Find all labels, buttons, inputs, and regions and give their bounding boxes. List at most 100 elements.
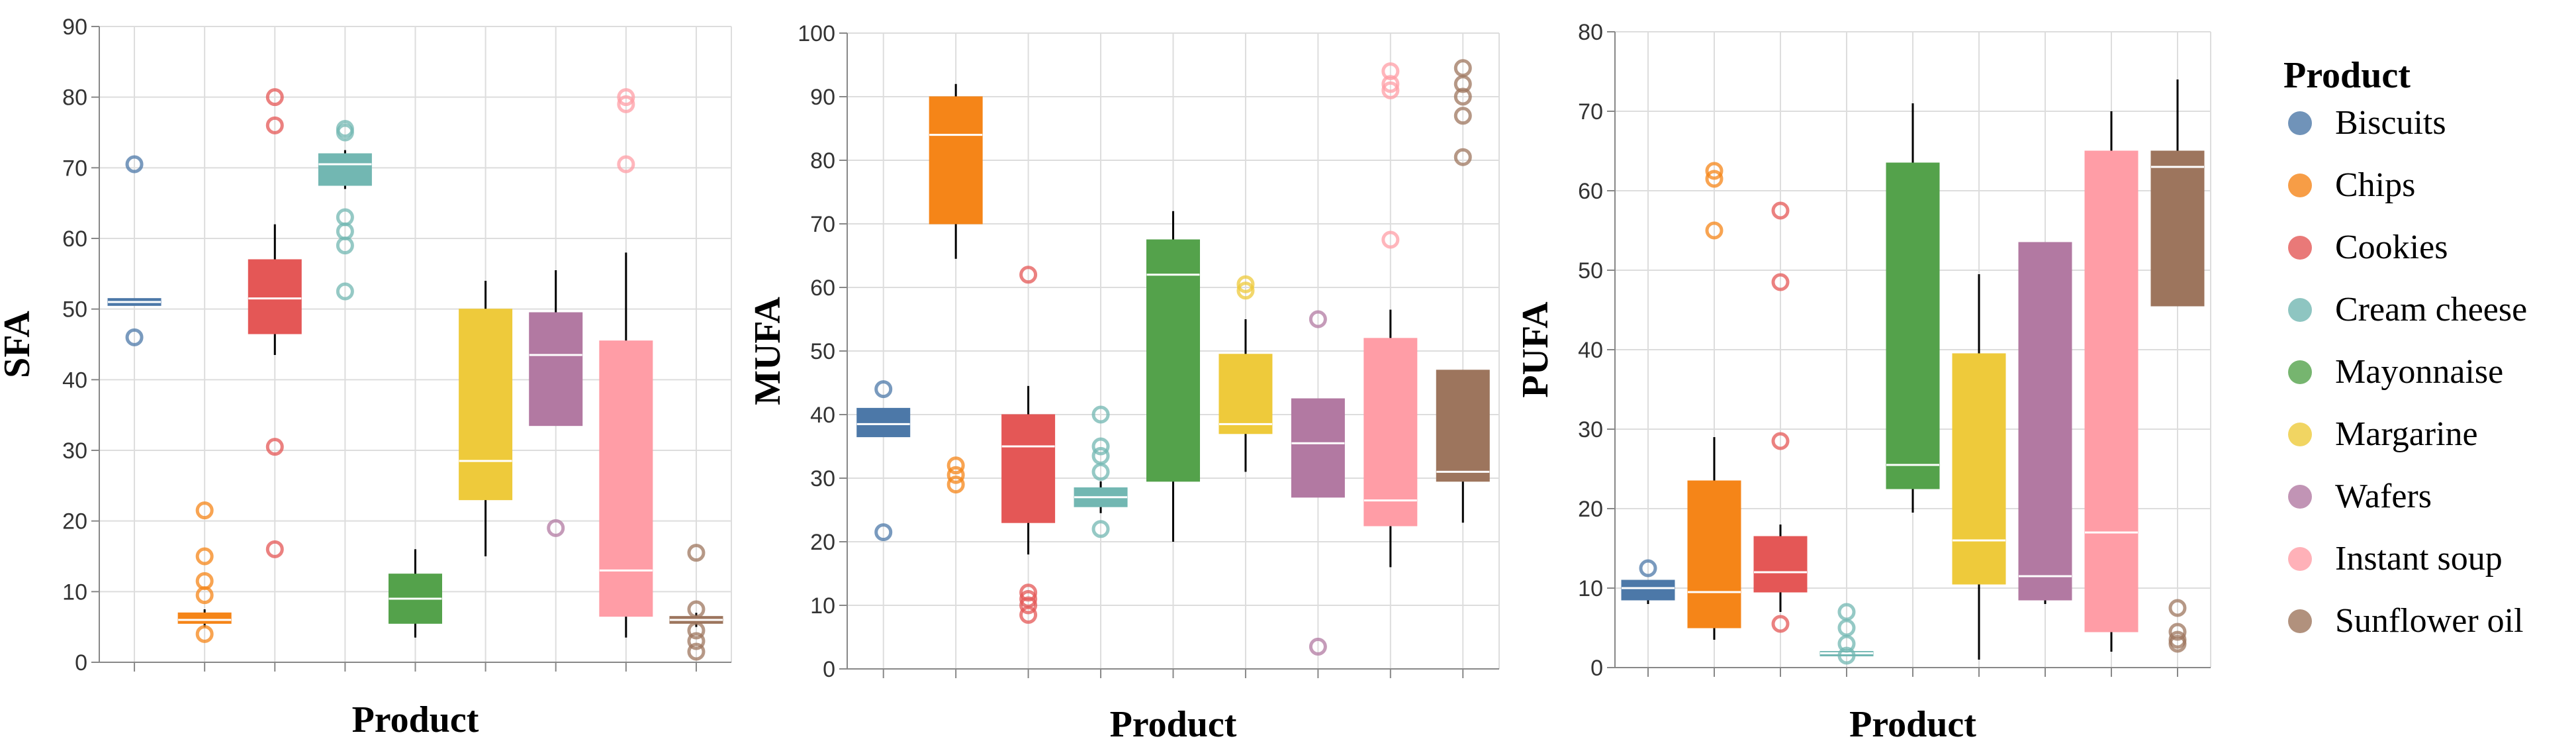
legend-swatch bbox=[2288, 111, 2312, 135]
box-sunflower-oil bbox=[2150, 79, 2205, 653]
y-axis-title: PUFA bbox=[1515, 301, 1556, 398]
box-cookies bbox=[1001, 266, 1056, 624]
legend-swatch bbox=[2288, 547, 2312, 571]
legend-swatch bbox=[2288, 236, 2312, 260]
y-tick-label: 30 bbox=[810, 466, 835, 491]
box-body bbox=[2084, 150, 2139, 632]
box-body bbox=[929, 96, 983, 225]
box-body bbox=[1363, 338, 1418, 527]
outlier-point bbox=[1771, 201, 1790, 220]
outlier-point bbox=[336, 282, 354, 301]
legend-entry-wafers: Wafers bbox=[2288, 478, 2432, 515]
outlier-point bbox=[1837, 646, 1856, 665]
outlier-point bbox=[1705, 162, 1724, 180]
box-mayonnaise bbox=[389, 549, 442, 638]
outlier-point bbox=[687, 544, 706, 562]
outlier-point bbox=[687, 642, 706, 661]
outlier-point bbox=[1019, 605, 1038, 624]
box-biscuits bbox=[1621, 559, 1675, 604]
legend-label: Cream cheese bbox=[2335, 291, 2527, 328]
box-body bbox=[1001, 414, 1056, 523]
y-tick-label: 90 bbox=[810, 85, 835, 110]
outlier-point bbox=[1453, 87, 1472, 106]
outlier-point bbox=[1091, 520, 1110, 538]
y-tick-label: 40 bbox=[1578, 338, 1603, 363]
outlier-point bbox=[2168, 623, 2187, 641]
y-tick-label: 80 bbox=[1578, 20, 1603, 45]
y-tick-label: 80 bbox=[810, 148, 835, 174]
y-tick-label: 40 bbox=[810, 403, 835, 428]
outlier-point bbox=[617, 95, 635, 113]
box-margarine bbox=[459, 281, 513, 556]
box-instant-soup bbox=[1363, 62, 1418, 568]
outlier-point bbox=[1019, 583, 1038, 602]
outlier-point bbox=[946, 476, 965, 494]
outlier-point bbox=[1705, 221, 1724, 240]
panel-mufa: 0 10 20 30 40 50 60 70 80 90 100 Product MUFA bbox=[747, 21, 1500, 745]
legend-entry-cookies: Cookies bbox=[2288, 228, 2448, 266]
outlier-point bbox=[265, 116, 284, 134]
panel-pufa: 0 10 20 30 40 50 60 70 80 Product PUFA bbox=[1515, 20, 2211, 745]
y-tick-label: 90 bbox=[62, 15, 87, 40]
box-biscuits bbox=[856, 380, 911, 542]
box-body bbox=[1952, 353, 2006, 585]
outlier-point bbox=[946, 456, 965, 475]
box-chips bbox=[177, 501, 232, 643]
outlier-point bbox=[1309, 310, 1327, 328]
outlier-point bbox=[1453, 148, 1472, 166]
box-body bbox=[856, 407, 911, 438]
box-body bbox=[459, 309, 513, 501]
outlier-point bbox=[265, 438, 284, 456]
legend-label: Biscuits bbox=[2335, 104, 2446, 142]
y-tick-label: 80 bbox=[62, 85, 87, 111]
legend-label: Cookies bbox=[2335, 228, 2448, 266]
box-body bbox=[599, 340, 653, 617]
outlier-point bbox=[265, 88, 284, 107]
box-mayonnaise bbox=[1886, 103, 1940, 513]
outlier-point bbox=[1771, 615, 1790, 633]
outlier-point bbox=[2168, 634, 2187, 653]
legend: Product Biscuits Chips Cookies Cream cheese… bbox=[2283, 55, 2527, 640]
box-body bbox=[1291, 398, 1345, 498]
panel-sfa: 0 10 20 30 40 50 60 70 80 90 Product SFA bbox=[0, 15, 732, 740]
y-tick-label: 70 bbox=[810, 212, 835, 237]
box-chips bbox=[929, 83, 983, 494]
outlier-point bbox=[1381, 75, 1400, 93]
outlier-point bbox=[265, 540, 284, 558]
outlier-point bbox=[125, 328, 144, 346]
box-cream-cheese bbox=[1074, 405, 1128, 538]
y-tick-label: 40 bbox=[62, 368, 87, 393]
legend-label: Margarine bbox=[2335, 415, 2478, 453]
outlier-point bbox=[1019, 266, 1038, 284]
legend-swatch bbox=[2288, 485, 2312, 509]
x-axis-title: Product bbox=[1110, 704, 1237, 745]
chart-panels: 0 10 20 30 40 50 60 70 80 90 Product SFA 0 10 20 30 40 50… bbox=[0, 15, 2211, 745]
y-tick-label: 10 bbox=[62, 579, 87, 605]
box-instant-soup bbox=[599, 88, 653, 638]
outlier-point bbox=[1091, 405, 1110, 424]
outlier-point bbox=[1453, 75, 1472, 93]
outlier-point bbox=[1019, 596, 1038, 615]
legend-entry-sunflower-oil: Sunflower oil bbox=[2288, 602, 2524, 640]
outlier-point bbox=[547, 519, 565, 537]
outlier-point bbox=[1771, 273, 1790, 291]
outlier-point bbox=[687, 632, 706, 650]
legend-entry-cream-cheese: Cream cheese bbox=[2288, 291, 2527, 328]
outlier-point bbox=[1091, 437, 1110, 456]
outlier-point bbox=[125, 155, 144, 174]
legend-label: Mayonnaise bbox=[2335, 353, 2503, 391]
outlier-point bbox=[946, 466, 965, 484]
outlier-point bbox=[1381, 81, 1400, 99]
legend-swatch bbox=[2288, 298, 2312, 322]
box-body bbox=[1436, 370, 1490, 482]
legend-entry-instant-soup: Instant soup bbox=[2288, 540, 2503, 578]
y-tick-label: 50 bbox=[62, 297, 87, 323]
box-sunflower-oil bbox=[669, 544, 723, 661]
y-tick-label: 0 bbox=[1590, 656, 1603, 681]
legend-items: Biscuits Chips Cookies Cream cheese Mayonnai… bbox=[2288, 104, 2527, 640]
legend-label: Wafers bbox=[2335, 478, 2432, 515]
box-cookies bbox=[248, 88, 302, 558]
outlier-point bbox=[687, 600, 706, 619]
box-wafers bbox=[529, 270, 583, 537]
y-axis-title: MUFA bbox=[747, 297, 788, 405]
